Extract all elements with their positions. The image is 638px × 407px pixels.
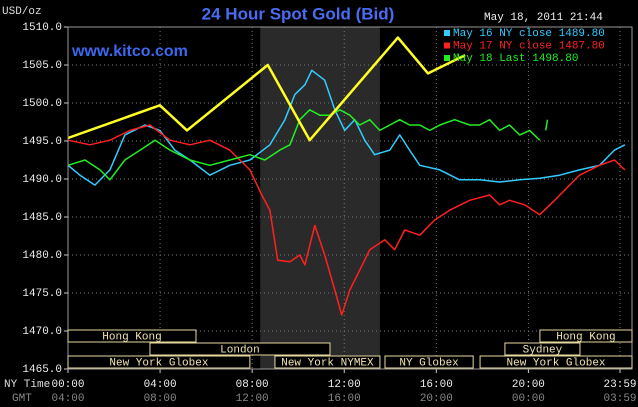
session-box bbox=[504, 342, 581, 356]
x-tick-label: 23:59 bbox=[604, 379, 637, 391]
legend-swatch bbox=[444, 42, 450, 49]
x2-tick-label: 08:00 bbox=[144, 393, 177, 405]
x2-tick-label: 12:00 bbox=[236, 393, 269, 405]
shaded-band bbox=[260, 27, 380, 369]
session-box bbox=[479, 355, 633, 369]
y-tick-label: 1510.0 bbox=[22, 22, 62, 34]
session-label: Hong Kong bbox=[556, 331, 615, 343]
session-label: New York NYMEX bbox=[281, 357, 374, 369]
y-tick-label: 1495.0 bbox=[22, 136, 62, 148]
plot-border bbox=[67, 26, 633, 370]
session-label: London bbox=[220, 344, 260, 356]
legend-label: May 16 NY close 1489.80 bbox=[453, 28, 605, 40]
y-tick-label: 1485.0 bbox=[22, 212, 62, 224]
y-tick-label: 1505.0 bbox=[22, 60, 62, 72]
legend-swatch bbox=[444, 30, 450, 36]
legend-label: May 17 NY close 1487.80 bbox=[453, 40, 605, 52]
x-tick-label: 12:00 bbox=[328, 379, 361, 391]
overlay-line bbox=[67, 36, 466, 142]
watermark: www.kitco.com bbox=[71, 43, 188, 60]
chart-title: 24 Hour Spot Gold (Bid) bbox=[202, 4, 395, 23]
session-label: Sydney bbox=[523, 344, 563, 356]
timestamp: May 18, 2011 21:44 bbox=[484, 12, 603, 24]
plot-area bbox=[67, 26, 632, 370]
session-box bbox=[384, 355, 474, 369]
series-line bbox=[67, 109, 549, 181]
legend-label: May 18 Last 1498.80 bbox=[453, 53, 578, 65]
x2-axis-label: GMT bbox=[12, 393, 32, 405]
series-line bbox=[67, 124, 626, 316]
session-box bbox=[67, 329, 197, 343]
x-tick-label: 00:00 bbox=[51, 379, 84, 391]
legend-swatch bbox=[444, 55, 450, 61]
session-label: New York Globex bbox=[109, 357, 208, 369]
y-tick-label: 1470.0 bbox=[22, 326, 62, 338]
x2-tick-label: 16:00 bbox=[328, 393, 361, 405]
x2-tick-label: 04:00 bbox=[51, 393, 84, 405]
x-tick-label: 04:00 bbox=[144, 379, 177, 391]
y-tick-label: 1480.0 bbox=[22, 250, 62, 262]
session-box bbox=[274, 355, 381, 369]
x2-tick-label: 20:00 bbox=[420, 393, 453, 405]
session-box bbox=[67, 355, 251, 369]
session-box bbox=[539, 329, 633, 343]
session-label: Hong Kong bbox=[102, 331, 161, 343]
x-tick-label: 08:00 bbox=[236, 379, 269, 391]
x2-tick-label: 00:00 bbox=[512, 393, 545, 405]
x-tick-label: 20:00 bbox=[512, 379, 545, 391]
x-tick-label: 16:00 bbox=[420, 379, 453, 391]
x-axis-label: NY Time bbox=[4, 379, 50, 391]
y-tick-label: 1490.0 bbox=[22, 174, 62, 186]
session-label: NY Globex bbox=[399, 357, 459, 369]
y-tick-label: 1465.0 bbox=[22, 364, 62, 376]
session-label: New York Globex bbox=[507, 357, 606, 369]
y-tick-label: 1475.0 bbox=[22, 288, 62, 300]
y-axis-label: USD/oz bbox=[2, 6, 42, 18]
session-box bbox=[149, 342, 331, 356]
y-tick-label: 1500.0 bbox=[22, 98, 62, 110]
x2-tick-label: 03:59 bbox=[604, 393, 637, 405]
